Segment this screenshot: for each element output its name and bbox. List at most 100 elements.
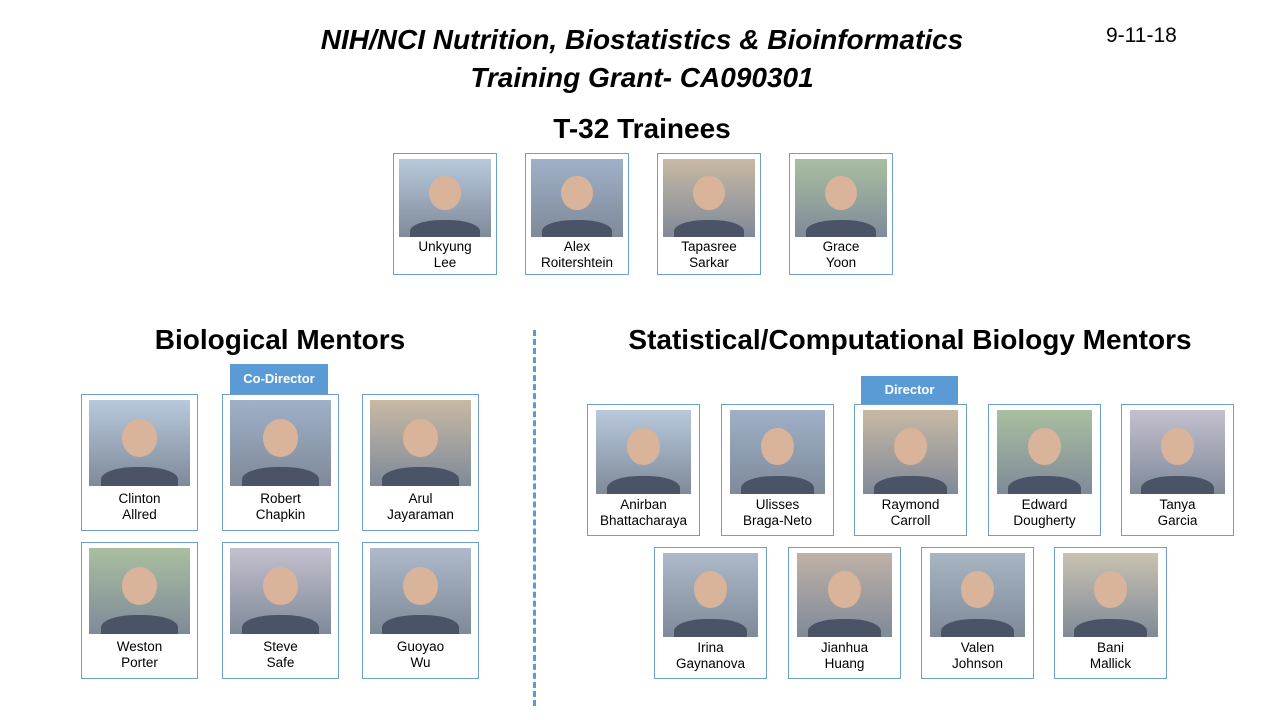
person-name: Robert Chapkin [223,491,338,523]
person-name: Guoyao Wu [363,639,478,671]
first-name: Irina [697,640,724,655]
last-name: Lee [433,255,457,270]
person-name: Irina Gaynanova [655,640,766,672]
statistical-person-card: Bani Mallick [1054,547,1167,679]
person-name: Ulisses Braga-Neto [722,497,833,529]
first-name: Clinton [118,491,161,506]
trainees-heading: T-32 Trainees [553,113,731,144]
person-photo [797,553,892,637]
person-name: Steve Safe [223,639,338,671]
last-name: Gaynanova [675,656,746,671]
last-name: Sarkar [689,255,729,270]
co-director-label: Co-Director [230,364,328,394]
first-name: Grace [822,239,860,254]
biological-person-card: Guoyao Wu [362,542,479,679]
first-name: Weston [116,639,163,654]
trainees-person-card: Alex Roitershtein [525,153,629,275]
last-name: Carroll [890,513,931,528]
trainees-person-card: Unkyung Lee [393,153,497,275]
last-name: Chapkin [255,507,306,522]
last-name: Garcia [1157,513,1198,528]
person-name: Raymond Carroll [855,497,966,529]
person-photo [1130,410,1225,494]
last-name: Mallick [1089,656,1132,671]
first-name: Bani [1096,640,1125,655]
statistical-mentors-heading: Statistical/Computational Biology Mentor… [628,324,1192,355]
person-photo [930,553,1025,637]
first-name: Alex [563,239,591,254]
first-name: Guoyao [396,639,445,654]
first-name: Ulisses [755,497,800,512]
person-photo [370,548,471,634]
person-photo [863,410,958,494]
person-photo [399,159,491,237]
person-photo [795,159,887,237]
statistical-person-card: Valen Johnson [921,547,1034,679]
last-name: Porter [121,655,158,670]
person-name: Tapasree Sarkar [658,239,760,271]
title-line-2: Training Grant- CA090301 [470,62,814,93]
person-name: Edward Dougherty [989,497,1100,529]
person-photo [230,400,331,486]
date: 9-11-18 [1106,24,1177,47]
last-name: Johnson [951,656,1004,671]
person-name: Weston Porter [82,639,197,671]
biological-person-card: Weston Porter [81,542,198,679]
person-name: Arul Jayaraman [363,491,478,523]
statistical-person-card: Tanya Garcia [1121,404,1234,536]
last-name: Wu [410,655,431,670]
biological-person-card: Steve Safe [222,542,339,679]
first-name: Steve [263,639,298,654]
person-name: Anirban Bhattacharaya [588,497,699,529]
person-name: Unkyung Lee [394,239,496,271]
last-name: Allred [122,507,157,522]
first-name: Tanya [1159,497,1196,512]
first-name: Robert [260,491,301,506]
last-name: Bhattacharaya [599,513,688,528]
first-name: Jianhua [820,640,869,655]
last-name: Huang [824,656,865,671]
person-name: Alex Roitershtein [526,239,628,271]
first-name: Edward [1021,497,1068,512]
person-photo [89,400,190,486]
person-photo [663,553,758,637]
biological-person-card: Robert Chapkin [222,394,339,531]
person-photo [230,548,331,634]
last-name: Jayaraman [387,507,454,522]
person-photo [1063,553,1158,637]
person-name: Jianhua Huang [789,640,900,672]
person-name: Clinton Allred [82,491,197,523]
person-photo [89,548,190,634]
first-name: Raymond [881,497,940,512]
last-name: Dougherty [1013,513,1076,528]
title-line-1: NIH/NCI Nutrition, Biostatistics & Bioin… [320,24,964,55]
person-photo [997,410,1092,494]
last-name: Yoon [825,255,857,270]
person-photo [596,410,691,494]
person-name: Tanya Garcia [1122,497,1233,529]
statistical-person-card: Anirban Bhattacharaya [587,404,700,536]
first-name: Arul [408,491,433,506]
last-name: Safe [266,655,295,670]
first-name: Tapasree [681,239,737,254]
person-photo [730,410,825,494]
director-label: Director [861,376,958,404]
first-name: Valen [960,640,995,655]
statistical-person-card: Jianhua Huang [788,547,901,679]
person-photo [531,159,623,237]
biological-person-card: Arul Jayaraman [362,394,479,531]
person-photo [663,159,755,237]
biological-person-card: Clinton Allred [81,394,198,531]
statistical-person-card: Edward Dougherty [988,404,1101,536]
trainees-person-card: Tapasree Sarkar [657,153,761,275]
first-name: Anirban [620,497,667,512]
last-name: Roitershtein [540,255,614,270]
last-name: Braga-Neto [742,513,813,528]
person-name: Valen Johnson [922,640,1033,672]
statistical-person-card: Irina Gaynanova [654,547,767,679]
statistical-person-card: Raymond Carroll [854,404,967,536]
statistical-person-card: Ulisses Braga-Neto [721,404,834,536]
person-name: Grace Yoon [790,239,892,271]
section-divider [533,330,536,706]
trainees-person-card: Grace Yoon [789,153,893,275]
